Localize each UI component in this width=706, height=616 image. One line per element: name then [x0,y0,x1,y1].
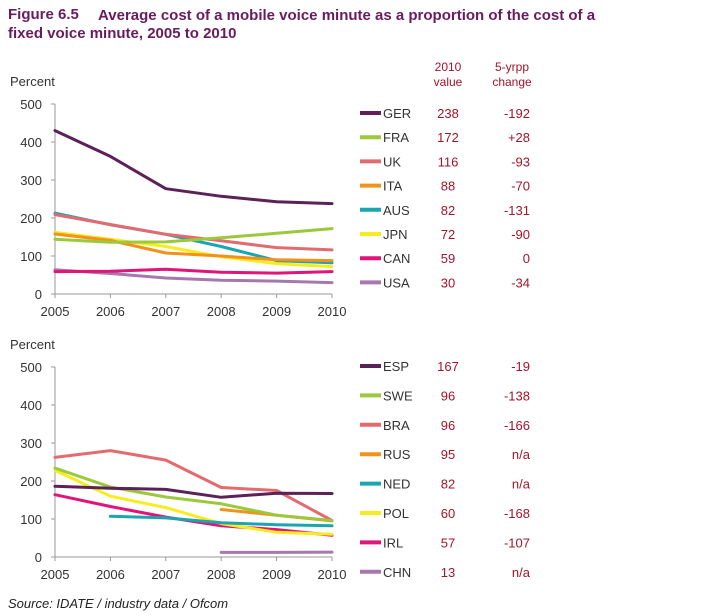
value-column-header: 2010 value [423,60,473,90]
panel2-legend-label-swe: SWE [383,388,413,403]
panel2-series-line-pol [53,468,334,536]
panel1-change-aus: -131 [504,203,530,218]
panel1-value-2010-ger: 238 [437,106,459,121]
panel2-legend-label-irl: IRL [383,535,403,550]
panel1-y-tick-label: 500 [20,97,42,112]
panel2-value-2010-pol: 60 [441,506,455,521]
panel1-x-tick-label: 2005 [41,304,70,319]
panel1-legend-label-uk: UK [383,154,401,169]
panel1-value-2010-can: 59 [441,251,455,266]
panel2-legend-label-esp: ESP [383,359,409,374]
panel2-y-axis-label: Percent [10,337,55,352]
panel1-series-line-ita [53,232,334,263]
change-header-line2: change [492,75,532,89]
panel2-change-irl: -107 [504,535,530,550]
panel1-legend-label-fra: FRA [383,130,409,145]
panel2-legend-label-chn: CHN [383,565,411,580]
panel1-y-tick-label: 400 [20,135,42,150]
value-header-line2: value [433,75,463,89]
change-column-header: 5-yrpp change [482,60,542,90]
panel1-series-line-ger [53,129,334,206]
change-header-line1: 5-yrpp [494,60,529,74]
panel1-series-line-can [53,267,334,275]
panel2-legend-label-bra: BRA [383,418,410,433]
panel2-value-2010-bra: 96 [441,418,455,433]
panel1-change-jpn: -90 [511,227,530,242]
panel2-change-pol: -168 [504,506,530,521]
panel1-series-line-fra [53,227,334,244]
panel2-value-2010-chn: 13 [441,565,455,580]
panel2-value-2010-swe: 96 [441,388,455,403]
panel1-value-2010-fra: 172 [437,130,459,145]
value-header-line1: 2010 [434,60,462,74]
figure-label: Figure 6.5 [8,6,79,23]
panel2-y-tick-label: 200 [20,474,42,489]
panel2-legend-label-pol: POL [383,506,409,521]
panel1-value-2010-usa: 30 [441,275,455,290]
panel2-y-tick-label: 400 [20,398,42,413]
panel2-legend-label-rus: RUS [383,447,411,462]
panel1-x-tick-label: 2008 [207,304,236,319]
panel2-change-rus: n/a [512,447,531,462]
panel2-series-line-bra [53,449,334,522]
panel2-x-tick-label: 2007 [151,567,180,582]
panel1-y-tick-label: 100 [20,249,42,264]
panel1-x-tick-label: 2006 [96,304,125,319]
panel1-legend-label-jpn: JPN [383,227,408,242]
panel2-value-2010-ned: 82 [441,477,455,492]
panel2-value-2010-rus: 95 [441,447,455,462]
panel2-change-swe: -138 [504,388,530,403]
panel2-series-line-esp [53,484,334,499]
panel2-change-bra: -166 [504,418,530,433]
panel1-legend-label-can: CAN [383,251,410,266]
panel1-x-tick-label: 2007 [151,304,180,319]
panel2-change-esp: -19 [511,359,530,374]
panel2-change-chn: n/a [512,565,531,580]
panel2-series-line-swe [53,466,334,522]
panel1-legend-label-usa: USA [383,275,410,290]
panel2-y-tick-label: 100 [20,512,42,527]
panel2-x-tick-label: 2008 [207,567,236,582]
panel1-y-tick-label: 200 [20,211,42,226]
figure-title: Average cost of a mobile voice minute as… [98,7,596,24]
panel2-x-tick-label: 2006 [96,567,125,582]
panel2-change-ned: n/a [512,477,531,492]
panel1-value-2010-aus: 82 [441,203,455,218]
panel1-y-tick-label: 300 [20,173,42,188]
panel2-value-2010-irl: 57 [441,535,455,550]
panel2-y-tick-label: 300 [20,436,42,451]
panel1-change-ita: -70 [511,179,530,194]
panel2-legend-label-ned: NED [383,477,410,492]
panel1-change-usa: -34 [511,275,530,290]
panel1-series-line-uk [53,213,334,252]
panel1-x-tick-label: 2009 [262,304,291,319]
panel1-value-2010-jpn: 72 [441,227,455,242]
panel1-change-fra: +28 [508,130,530,145]
panel1-change-ger: -192 [504,106,530,121]
panel1-series-line-usa [53,268,334,285]
panel2-y-tick-label: 0 [35,550,42,565]
panel1-legend-label-ita: ITA [383,179,403,194]
panel2-x-tick-label: 2009 [262,567,291,582]
panel1-legend-label-ger: GER [383,106,411,121]
panel1-change-uk: -93 [511,154,530,169]
panel2-x-tick-label: 2005 [41,567,70,582]
panel2-x-tick-label: 2010 [318,567,347,582]
panel1-change-can: 0 [523,251,530,266]
panel1-y-tick-label: 0 [35,287,42,302]
panel1-y-axis-label: Percent [10,74,55,89]
panel2-y-tick-label: 500 [20,360,42,375]
panel2-value-2010-esp: 167 [437,359,459,374]
panel1-value-2010-ita: 88 [441,179,455,194]
panel1-value-2010-uk: 116 [438,154,459,169]
figure-title-line2: fixed voice minute, 2005 to 2010 [8,25,237,42]
panel1-x-tick-label: 2010 [318,304,347,319]
panel1-legend-label-aus: AUS [383,203,410,218]
source-note: Source: IDATE / industry data / Ofcom [8,596,229,611]
panel2-series-line-ned [108,514,334,528]
